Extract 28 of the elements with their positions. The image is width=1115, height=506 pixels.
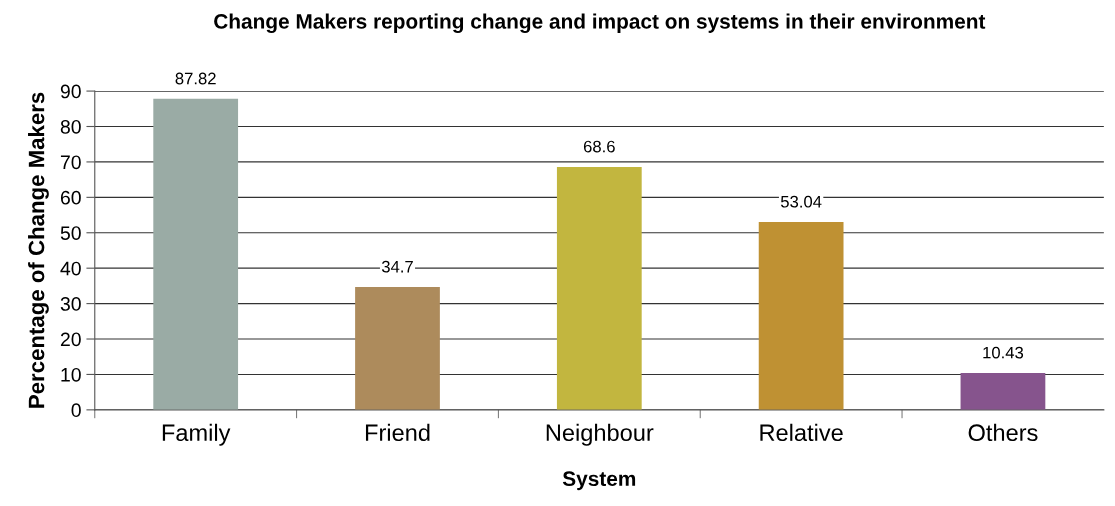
data-label: 68.6: [583, 140, 615, 153]
y-tick-label: 40: [60, 261, 81, 276]
bar: [556, 166, 642, 410]
y-tick-label: 80: [60, 119, 81, 134]
bar: [153, 98, 239, 410]
y-tick-label: 10: [61, 367, 81, 382]
x-tick-label: Friend: [365, 423, 430, 442]
y-tick-label: 0: [71, 403, 81, 418]
data-label: 34.7: [381, 260, 413, 273]
y-tick-label: 30: [60, 297, 81, 311]
bar: [355, 286, 440, 410]
y-axis-title: Percentage of Change Makers: [28, 92, 49, 408]
data-label: 87.82: [175, 72, 216, 85]
chart-title: Change Makers reporting change and impact on systems in their environment: [214, 13, 986, 33]
y-tick-label: 90: [60, 84, 81, 99]
data-label: 53.04: [780, 195, 822, 208]
y-tick-label: 60: [60, 190, 81, 205]
x-tick-label: Others: [968, 423, 1038, 442]
bar: [758, 221, 844, 410]
x-tick-label: Family: [162, 423, 231, 446]
y-tick-label: 70: [60, 155, 81, 170]
bar: [960, 372, 1046, 410]
x-tick-label: Neighbour: [546, 423, 654, 446]
y-tick-label: 50: [60, 226, 81, 240]
x-tick-label: Relative: [760, 423, 843, 442]
data-label: 10.43: [983, 346, 1024, 359]
x-axis-title: System: [562, 471, 636, 491]
y-tick-label: 20: [60, 332, 81, 347]
